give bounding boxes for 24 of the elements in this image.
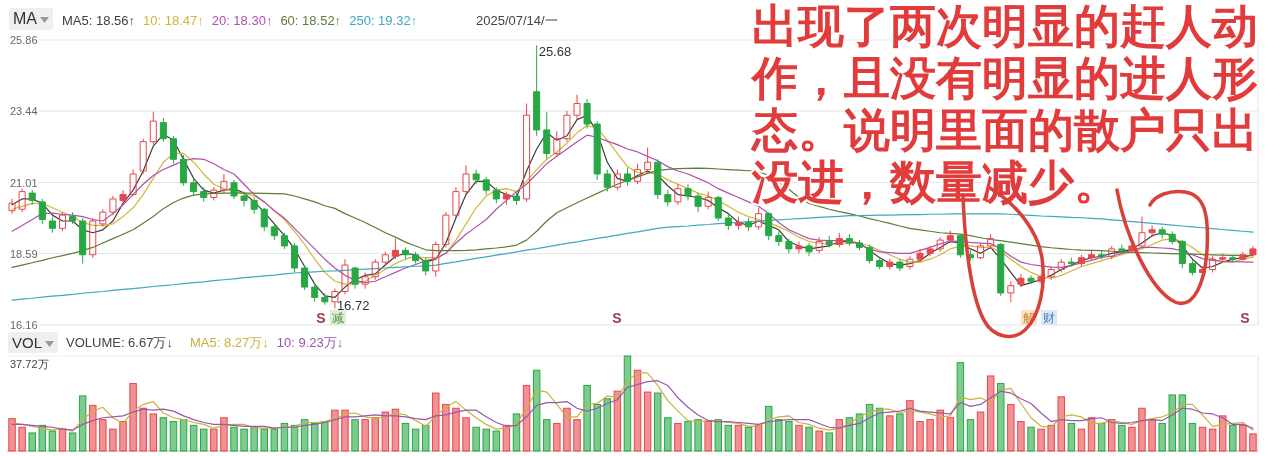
y-tick-label: 18.59: [10, 247, 38, 260]
text: MA: [13, 10, 38, 27]
annotation: S: [612, 310, 622, 326]
annotation: 减: [332, 311, 344, 325]
y-tick-label: 25.86: [10, 34, 38, 46]
y-tick-label: 16.16: [10, 319, 38, 331]
annotation: 25.68: [538, 44, 572, 60]
text: MA5: 8.27万↓: [190, 335, 269, 350]
text: 20: 18.30↑: [211, 13, 273, 28]
annotation: 37.72万: [10, 358, 49, 370]
annotation: S: [1240, 310, 1250, 326]
annotation: S: [316, 310, 326, 326]
text: 10: 18.47↑: [143, 13, 204, 28]
text: 10: 9.23万↓: [276, 335, 344, 350]
text: VOLUME: 6.67万↓: [66, 335, 173, 350]
annotation: 财: [1043, 311, 1055, 325]
text: 2025/07/14/一: [476, 13, 558, 28]
y-tick-label: 23.44: [10, 105, 38, 118]
annotation: 16.72: [336, 297, 370, 313]
y-tick-label: 21.01: [10, 176, 38, 189]
text: VOL: [12, 334, 43, 351]
text: 60: 18.52↑: [280, 13, 342, 28]
text: 250: 19.32↑: [349, 13, 418, 28]
text: MA5: 18.56↑: [62, 13, 135, 28]
